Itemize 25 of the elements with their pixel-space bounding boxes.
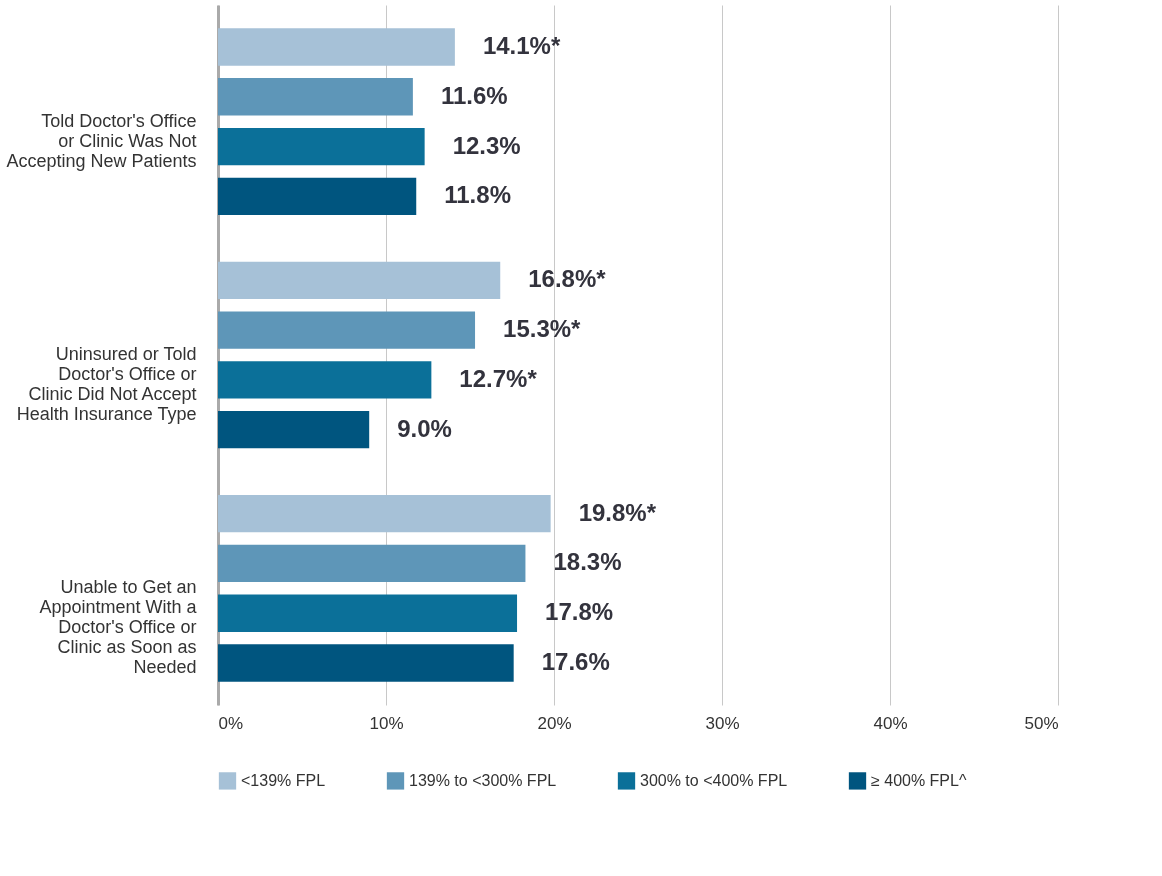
legend-label: 139% to <300% FPL — [409, 771, 557, 789]
data-label: 19.8%* — [578, 498, 657, 526]
y-tick-label: Uninsured or Told Doctor's Office or Clinic Did Not Accept Health Insurance Type — [16, 344, 197, 424]
x-tick-label: 10% — [369, 713, 404, 733]
y-tick-label: Unable to Get an Appointment With a Doctor's Office or Clinic as Soon as Needed — [39, 577, 198, 678]
data-label: 14.1%* — [482, 32, 561, 59]
x-tick-label: 40% — [873, 713, 908, 733]
x-tick-label: 30% — [705, 713, 740, 733]
data-label: 9.0% — [397, 414, 452, 442]
data-label: 17.8% — [545, 598, 614, 626]
x-tick-label: 20% — [537, 713, 572, 733]
data-label: 17.6% — [541, 648, 610, 675]
legend-label: 300% to <400% FPL — [640, 771, 788, 789]
data-label: 12.3% — [452, 131, 521, 159]
y-tick-label: Told Doctor's Office or Clinic Was Not Accepting New Patients — [6, 110, 197, 171]
data-label: 15.3%* — [503, 315, 582, 343]
data-label: 12.7%* — [459, 364, 538, 392]
data-label: 18.3% — [553, 548, 622, 576]
legend-label: ≥ 400% FPL^ — [871, 771, 967, 789]
x-tick-label: 0% — [218, 713, 244, 733]
data-label: 11.6% — [440, 81, 508, 109]
legend-label: <139% FPL — [241, 771, 326, 789]
x-tick-label: 50% — [1024, 713, 1059, 733]
data-label: 16.8%* — [528, 265, 607, 293]
data-label: 11.8% — [444, 181, 511, 209]
